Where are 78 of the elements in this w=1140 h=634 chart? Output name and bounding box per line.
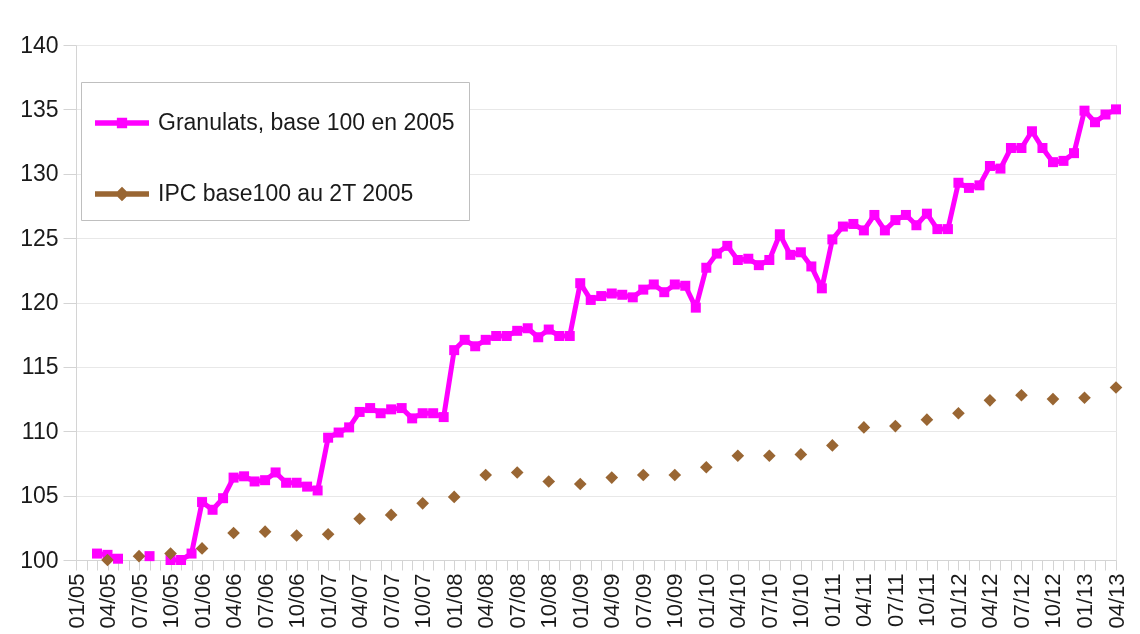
point <box>416 497 429 510</box>
x-tick-label: 10/05 <box>158 573 184 629</box>
x-tick-label: 01/13 <box>1071 573 1097 629</box>
x-tick-label: 10/09 <box>662 573 688 629</box>
point <box>826 439 839 452</box>
x-tick-label: 10/08 <box>536 573 562 629</box>
x-tick-label: 07/06 <box>252 573 278 629</box>
x-tick-label: 10/07 <box>410 573 436 629</box>
x-tick-label: 01/12 <box>945 573 971 629</box>
x-tick-label: 01/06 <box>189 573 215 629</box>
y-tick-label: 100 <box>20 546 59 573</box>
x-tick-label: 04/07 <box>347 573 373 629</box>
x-tick-label: 07/07 <box>378 573 404 629</box>
point <box>258 525 272 538</box>
point <box>1046 392 1060 406</box>
legend-label: IPC base100 au 2T 2005 <box>158 180 414 206</box>
x-tick-label: 04/08 <box>473 573 499 629</box>
point <box>227 526 240 540</box>
x-tick-label: 07/10 <box>756 573 782 629</box>
x-tick-label: 07/05 <box>126 573 152 629</box>
point <box>573 477 587 491</box>
point <box>952 406 965 420</box>
x-tick-label: 10/11 <box>914 573 940 627</box>
x-tick-label: 07/12 <box>1008 573 1034 629</box>
y-tick-label: 115 <box>21 353 59 380</box>
point <box>731 449 745 463</box>
point <box>1078 391 1091 405</box>
x-tick-label: 01/05 <box>63 573 89 629</box>
point <box>763 449 776 463</box>
point <box>668 468 682 482</box>
point <box>353 512 366 526</box>
x-tick-label: 04/12 <box>977 573 1003 629</box>
y-tick-label: 140 <box>20 31 59 58</box>
y-tick-label: 110 <box>21 417 59 444</box>
point <box>605 471 619 484</box>
x-tick-label: 04/10 <box>725 573 751 629</box>
point <box>195 542 209 555</box>
x-tick-label: 10/12 <box>1040 573 1066 629</box>
x-tick-label: 04/05 <box>95 573 121 629</box>
point <box>384 508 398 522</box>
y-tick-label: 105 <box>20 482 59 509</box>
point <box>164 547 177 560</box>
point <box>699 460 713 474</box>
point <box>857 421 871 434</box>
point <box>132 549 146 563</box>
x-tick-label: 10/06 <box>284 573 310 629</box>
x-tick-label: 01/09 <box>567 573 593 629</box>
point <box>794 448 808 461</box>
point <box>101 553 114 567</box>
x-tick-label: 01/08 <box>441 573 467 629</box>
point <box>920 413 934 426</box>
y-tick-label: 130 <box>20 160 59 187</box>
point <box>479 468 493 482</box>
point <box>1015 388 1028 402</box>
x-tick-label: 07/11 <box>882 573 908 627</box>
x-tick-label: 04/11 <box>851 573 877 627</box>
point <box>290 529 303 542</box>
y-tick-label: 120 <box>20 289 59 315</box>
x-tick-label: 04/13 <box>1103 573 1129 629</box>
x-tick-label: 07/08 <box>504 573 530 629</box>
legend-label: Granulats, base 100 en 2005 <box>158 109 455 135</box>
x-tick-label: 04/09 <box>599 573 625 629</box>
x-tick-label: 07/09 <box>630 573 656 629</box>
y-tick-label: 125 <box>20 224 59 251</box>
point <box>983 394 997 407</box>
x-tick-label: 10/10 <box>788 573 814 629</box>
point <box>321 527 335 541</box>
point <box>1109 381 1123 394</box>
point <box>889 419 902 433</box>
point <box>542 475 556 488</box>
x-tick-label: 01/11 <box>819 573 845 627</box>
point <box>447 490 461 504</box>
x-tick-label: 04/06 <box>221 573 247 629</box>
x-tick-label: 01/10 <box>693 573 719 629</box>
x-tick-label: 01/07 <box>315 573 341 629</box>
point <box>636 468 650 482</box>
y-tick-label: 135 <box>20 95 59 122</box>
point <box>510 466 524 479</box>
